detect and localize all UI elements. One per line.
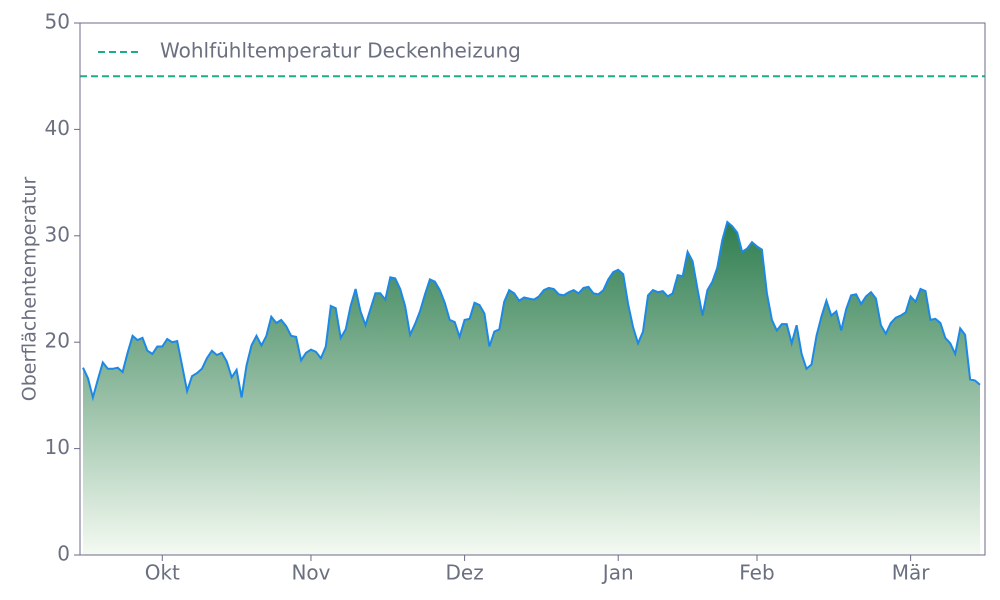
y-tick-label: 10 [45,435,70,459]
x-tick-label: Mär [892,561,931,585]
x-tick-label: Okt [145,561,180,585]
legend-label: Wohlfühltemperatur Deckenheizung [160,39,521,63]
y-tick-label: 40 [45,116,70,140]
x-tick-label: Dez [445,561,483,585]
x-tick-label: Jan [601,561,634,585]
y-tick-label: 50 [45,10,70,34]
y-tick-label: 20 [45,329,70,353]
y-tick-label: 0 [57,542,70,566]
area [83,222,980,555]
x-tick-label: Feb [739,561,774,585]
x-tick-label: Nov [291,561,330,585]
y-tick-label: 30 [45,222,70,246]
plot-frame [79,22,986,556]
line [82,220,981,402]
y-axis-label: Oberflächentemperatur [19,177,41,402]
